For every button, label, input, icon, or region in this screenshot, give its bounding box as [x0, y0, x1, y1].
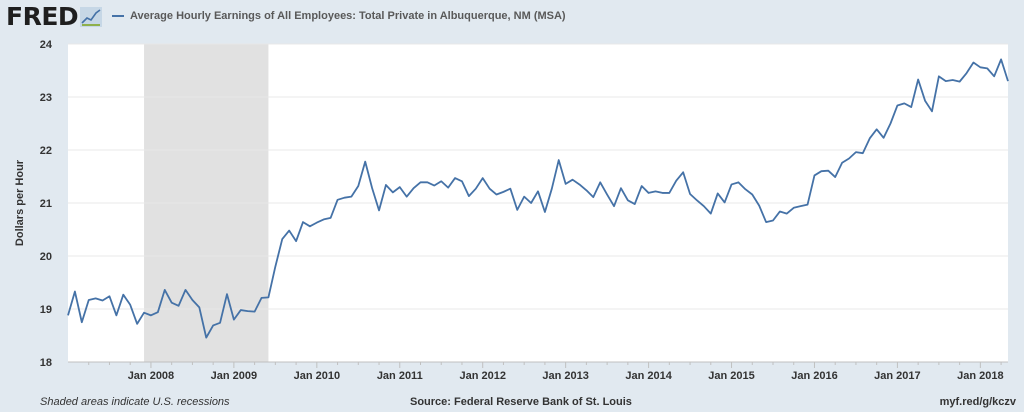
- x-tick-label: Jan 2016: [791, 370, 837, 382]
- recession-note: Shaded areas indicate U.S. recessions: [40, 396, 230, 408]
- legend-swatch: [112, 15, 124, 17]
- x-tick-label: Jan 2014: [625, 370, 672, 382]
- chart-legend[interactable]: Average Hourly Earnings of All Employees…: [112, 6, 566, 26]
- y-axis-ticks: 18 19 20 21 22 23 24: [40, 39, 53, 369]
- short-url-link[interactable]: myf.red/g/kczv: [939, 396, 1016, 408]
- series-layer: [67, 58, 1009, 339]
- series-line[interactable]: [67, 58, 1009, 339]
- x-axis-ticks: Jan 2008 Jan 2009 Jan 2010 Jan 2011 Jan 2012…: [88, 362, 1004, 382]
- legend-series-name: Average Hourly Earnings of All Employees…: [130, 10, 566, 22]
- x-tick-label: Jan 2010: [294, 370, 340, 382]
- x-tick-label: Jan 2013: [542, 370, 588, 382]
- x-tick-label: Jan 2015: [708, 370, 754, 382]
- y-tick-label: 24: [40, 39, 53, 51]
- y-tick-label: 22: [40, 145, 52, 157]
- y-tick-label: 18: [40, 357, 52, 369]
- y-tick-label: 19: [40, 304, 52, 316]
- source-note: Source: Federal Reserve Bank of St. Loui…: [410, 396, 632, 408]
- x-tick-label: Jan 2012: [459, 370, 505, 382]
- grid-layer: [68, 43, 1008, 310]
- x-tick-label: Jan 2009: [211, 370, 257, 382]
- fred-logo[interactable]: FRED: [6, 2, 79, 31]
- y-tick-label: 20: [40, 251, 52, 263]
- y-tick-label: 21: [40, 198, 52, 210]
- x-tick-label: Jan 2017: [874, 370, 920, 382]
- y-axis-label: Dollars per Hour: [14, 159, 26, 246]
- y-tick-label: 23: [40, 92, 52, 104]
- x-tick-label: Jan 2008: [128, 370, 174, 382]
- fred-graph-icon: [80, 7, 102, 27]
- chart-header: FRED Average Hourly Earnings of All Empl…: [0, 0, 1024, 34]
- x-tick-label: Jan 2018: [957, 370, 1003, 382]
- x-tick-label: Jan 2011: [377, 370, 423, 382]
